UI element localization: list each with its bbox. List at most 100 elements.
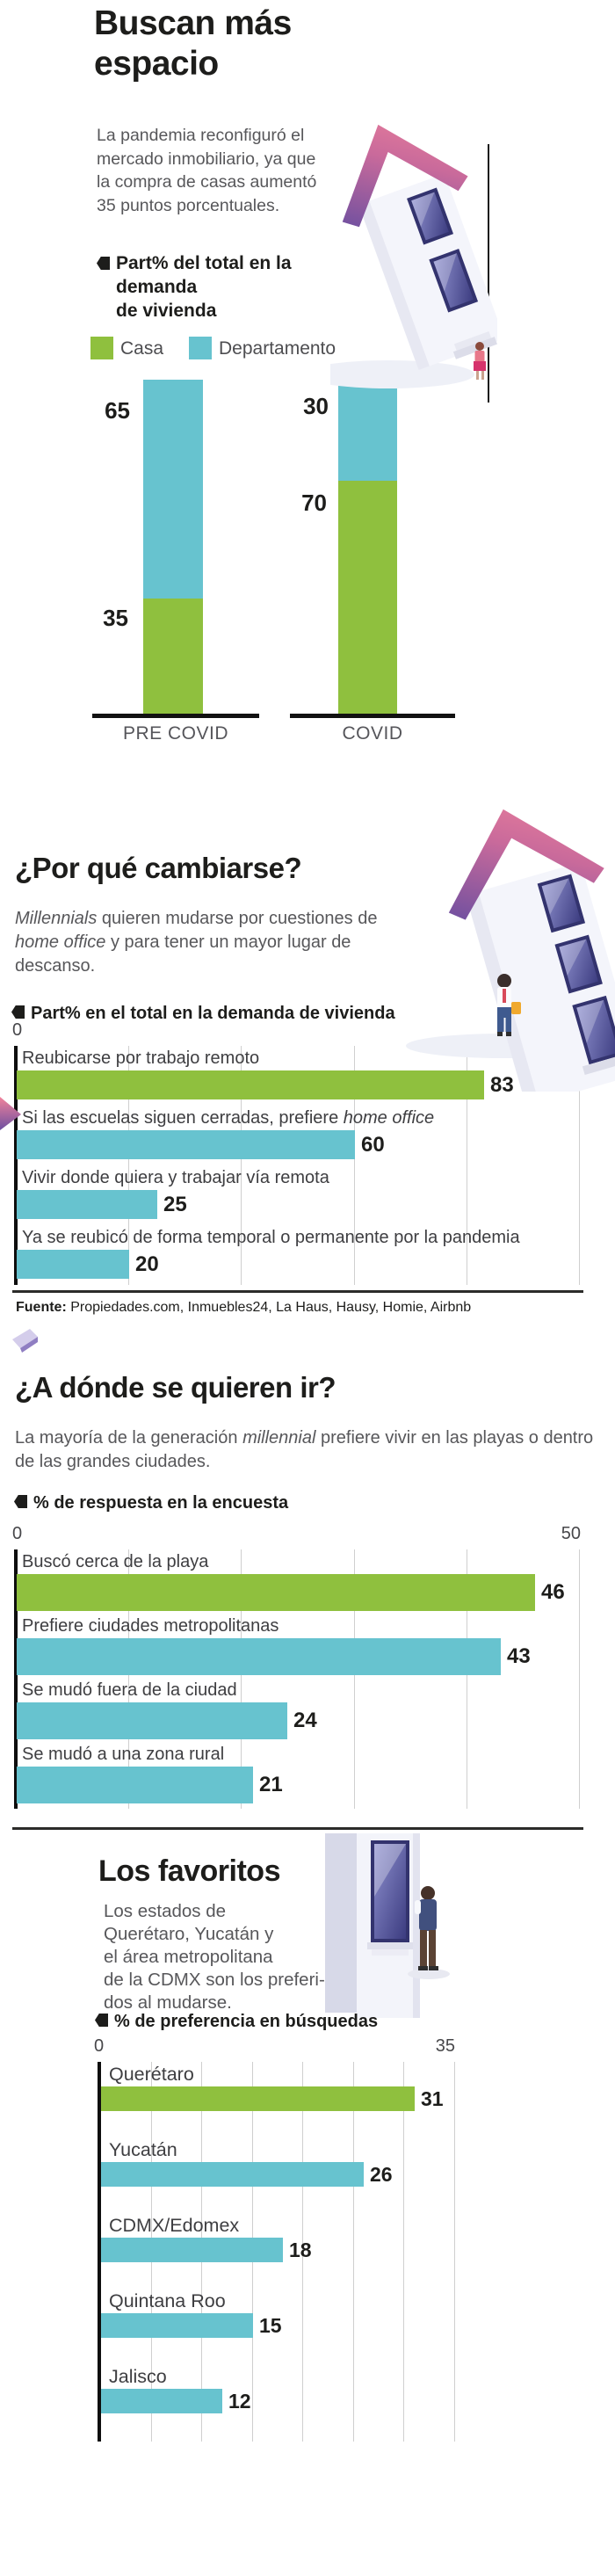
bar xyxy=(101,2086,415,2111)
axis-tick-min: 0 xyxy=(94,2036,105,2056)
gridline xyxy=(579,1549,580,1809)
kicker-tag-icon xyxy=(97,257,110,270)
bar-value: 60 xyxy=(361,1132,385,1157)
source-label: Fuente: xyxy=(16,1300,67,1315)
text-segment: Reubicarse por trabajo remoto xyxy=(22,1049,260,1068)
value-covid-casa: 70 xyxy=(301,490,327,516)
bar-value: 21 xyxy=(259,1773,283,1796)
bar-line: 26 xyxy=(101,2162,455,2187)
bar-label: Reubicarse por trabajo remoto xyxy=(17,1046,580,1070)
bar xyxy=(17,1070,484,1099)
bar-value: 18 xyxy=(289,2238,312,2261)
chart-row: Ya se reubicó de forma temporal o perman… xyxy=(17,1225,580,1285)
axis-tick-max: 50 xyxy=(561,1524,581,1543)
intro-line: de la CDMX son los preferi- xyxy=(104,1970,325,1990)
bar-label: Se mudó a una zona rural xyxy=(17,1742,580,1767)
chart-row: CDMX/Edomex 18 xyxy=(101,2213,455,2289)
source-line: Fuente: Propiedades.com, Inmuebles24, La… xyxy=(16,1300,471,1316)
house-icon xyxy=(406,809,615,1092)
section1-kicker: Part% del total en la demanda de viviend… xyxy=(116,251,327,323)
gridline xyxy=(353,2062,354,2442)
axis-tick-min: 0 xyxy=(12,1020,23,1040)
axis-baseline-precovid xyxy=(92,714,259,718)
intro-line: el área metropolitana xyxy=(104,1947,273,1967)
gridline xyxy=(579,1046,580,1285)
bar-label: Prefiere ciudades metropolitanas xyxy=(17,1614,580,1638)
text-segment: Millennials xyxy=(15,909,98,928)
text-segment: CDMX/Edomex xyxy=(109,2215,240,2236)
bar xyxy=(101,2389,222,2413)
text-segment: Se mudó a una zona rural xyxy=(22,1745,225,1764)
section2-kicker: Part% en el total en la demanda de vivie… xyxy=(31,1004,395,1023)
axis-baseline-covid xyxy=(290,714,455,718)
bar-value: 46 xyxy=(541,1580,565,1604)
bar-value: 83 xyxy=(490,1072,514,1097)
bar xyxy=(17,1250,129,1279)
gridline xyxy=(128,1046,129,1285)
divider-rule xyxy=(12,1290,583,1293)
chart-row: Se mudó a una zona rural 21 xyxy=(17,1742,580,1806)
kicker-line: Part% del total en la xyxy=(116,253,292,273)
kicker-line: de vivienda xyxy=(116,301,217,321)
bar-label: Buscó cerca de la playa xyxy=(17,1549,580,1574)
bar-line: 21 xyxy=(17,1767,580,1803)
bar xyxy=(17,1130,355,1159)
intro-line: Los estados de xyxy=(104,1901,227,1921)
bar-line: 31 xyxy=(101,2086,455,2111)
gridline xyxy=(354,1549,355,1809)
bar-line: 20 xyxy=(17,1250,580,1279)
bar xyxy=(101,2313,253,2338)
text-segment: Jalisco xyxy=(109,2366,167,2387)
text-segment: prefiere vivir en las playas o dentro de… xyxy=(15,1428,594,1471)
chart3-axis-line xyxy=(14,1549,18,1809)
page-title: Buscan más espacio xyxy=(94,4,375,84)
bar xyxy=(101,2162,364,2187)
text-segment: Buscó cerca de la playa xyxy=(22,1552,209,1571)
text-segment: Se mudó fuera de la ciudad xyxy=(22,1680,237,1700)
section3-kicker: % de respuesta en la encuesta xyxy=(33,1493,289,1513)
text-segment: home office xyxy=(343,1108,435,1128)
gridline xyxy=(302,2062,303,2442)
bar xyxy=(17,1190,157,1219)
gridline xyxy=(403,2062,404,2442)
bar-line: 15 xyxy=(101,2313,455,2338)
bar-line: 83 xyxy=(17,1070,580,1099)
value-covid-departamento: 30 xyxy=(303,393,329,419)
section4-intro: Los estados de Querétaro, Yucatán y el áre… xyxy=(104,1900,358,2014)
page-title-line1: Buscan más xyxy=(94,4,292,42)
bar xyxy=(17,1702,287,1739)
column-segment-casa xyxy=(143,599,203,716)
bar-value: 24 xyxy=(293,1709,317,1732)
column-segment-casa xyxy=(338,481,397,716)
bar-label: CDMX/Edomex xyxy=(101,2213,455,2238)
legend-swatch-casa xyxy=(90,337,113,359)
text-segment: Vivir donde quiera y trabajar vía remota xyxy=(22,1168,329,1187)
kicker-tag-icon xyxy=(95,2014,108,2027)
bar-line: 24 xyxy=(17,1702,580,1739)
value-precovid-departamento: 65 xyxy=(105,397,130,424)
category-label-precovid: PRE COVID xyxy=(122,723,229,744)
text-segment: Quintana Roo xyxy=(109,2290,226,2311)
bar-value: 12 xyxy=(228,2389,251,2413)
gridline xyxy=(241,1549,242,1809)
bar xyxy=(101,2238,283,2262)
kicker-line: demanda xyxy=(116,277,198,297)
chart2-axis-line xyxy=(14,1046,18,1285)
bar-line: 43 xyxy=(17,1638,580,1675)
bar-label: Si las escuelas siguen cerradas, prefier… xyxy=(17,1106,580,1130)
stacked-column-chart xyxy=(0,380,615,716)
bar xyxy=(17,1638,501,1675)
gridline xyxy=(454,2062,455,2442)
text-segment: y para tener un mayor lugar de descanso. xyxy=(15,932,351,976)
house-icon xyxy=(330,124,497,388)
chart-row: Buscó cerca de la playa 46 xyxy=(17,1549,580,1614)
bar-label: Ya se reubicó de forma temporal o perman… xyxy=(17,1225,580,1250)
bar-line: 18 xyxy=(101,2238,455,2262)
chart-row: Si las escuelas siguen cerradas, prefier… xyxy=(17,1106,580,1165)
bar-label: Se mudó fuera de la ciudad xyxy=(17,1678,580,1702)
legend-swatch-departamento xyxy=(189,337,212,359)
bar-value: 26 xyxy=(370,2162,393,2186)
kicker-tag-icon xyxy=(11,1005,25,1019)
text-segment: Querétaro xyxy=(109,2064,194,2085)
